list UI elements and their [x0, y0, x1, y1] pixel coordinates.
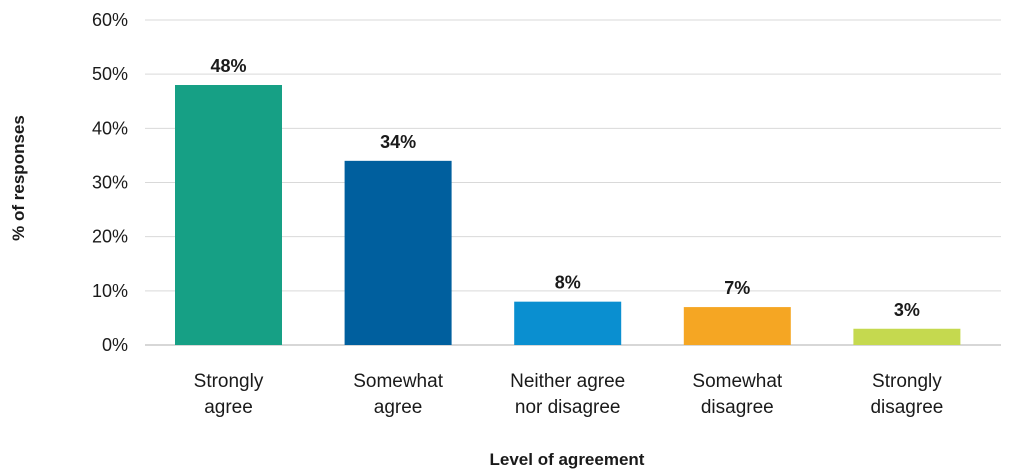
y-tick-label: 10%: [92, 281, 128, 301]
data-label: 34%: [380, 132, 416, 152]
x-category-label: Strongly: [872, 371, 942, 392]
x-category-label: Strongly: [194, 371, 264, 392]
y-tick-label: 40%: [92, 118, 128, 138]
x-category-label: disagree: [870, 397, 943, 418]
bar: [344, 160, 452, 345]
y-axis-title: % of responses: [9, 115, 28, 241]
x-category-label: Somewhat: [353, 371, 443, 392]
data-label: 7%: [724, 278, 750, 298]
y-tick-label: 0%: [102, 335, 128, 355]
bar: [175, 85, 282, 345]
y-tick-label: 60%: [92, 10, 128, 30]
y-tick-label: 30%: [92, 173, 128, 193]
data-label: 48%: [210, 56, 246, 76]
bar: [683, 307, 791, 345]
x-category-label: disagree: [701, 397, 774, 418]
x-axis-title: Level of agreement: [490, 450, 645, 469]
x-category-label: nor disagree: [515, 397, 621, 418]
y-tick-label: 50%: [92, 64, 128, 84]
data-label: 3%: [894, 300, 920, 320]
y-tick-label: 20%: [92, 227, 128, 247]
x-category-label: agree: [374, 397, 423, 418]
data-label: 8%: [555, 273, 581, 293]
x-category-label: agree: [204, 397, 253, 418]
category-labels: Strongly agree Somewhat agree Neither agree n…: [194, 371, 944, 418]
x-category-label: Somewhat: [692, 371, 782, 392]
bar: [853, 328, 961, 345]
bars: [175, 85, 961, 345]
y-axis-ticks: 0% 10% 20% 30% 40% 50% 60%: [92, 10, 128, 355]
data-labels: 48% 34% 8% 7% 3%: [210, 56, 919, 320]
x-category-label: Neither agree: [510, 371, 625, 392]
bar: [514, 301, 622, 345]
